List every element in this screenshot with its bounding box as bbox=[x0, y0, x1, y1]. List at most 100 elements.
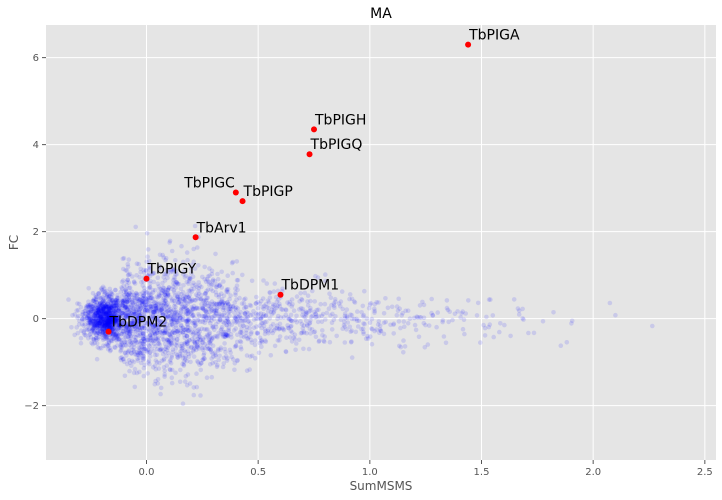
data-point bbox=[228, 331, 234, 337]
data-point bbox=[94, 318, 99, 324]
data-point bbox=[113, 297, 118, 303]
data-point bbox=[192, 343, 197, 349]
data-point bbox=[208, 315, 214, 320]
data-point bbox=[113, 306, 119, 311]
data-point bbox=[122, 315, 127, 321]
data-point bbox=[180, 315, 186, 320]
data-point bbox=[109, 304, 114, 310]
data-point bbox=[268, 309, 274, 315]
data-point bbox=[163, 328, 168, 334]
data-point bbox=[80, 312, 86, 318]
data-point bbox=[151, 326, 156, 331]
data-point bbox=[156, 294, 162, 299]
data-point bbox=[175, 294, 181, 300]
data-point bbox=[105, 301, 110, 307]
data-point bbox=[125, 350, 130, 355]
data-point bbox=[99, 309, 105, 315]
data-point bbox=[274, 325, 280, 331]
data-point bbox=[115, 336, 120, 341]
data-point bbox=[288, 318, 294, 323]
data-point bbox=[105, 321, 111, 327]
data-point bbox=[191, 330, 197, 336]
data-point bbox=[176, 328, 181, 333]
data-point bbox=[274, 323, 280, 328]
data-point bbox=[447, 309, 453, 315]
data-point bbox=[220, 314, 226, 320]
data-point bbox=[301, 323, 307, 328]
data-point bbox=[172, 319, 177, 325]
data-point bbox=[177, 318, 182, 323]
data-point bbox=[90, 309, 95, 315]
data-point bbox=[122, 304, 128, 310]
data-point bbox=[170, 323, 176, 328]
data-point bbox=[182, 298, 187, 304]
data-point bbox=[189, 298, 195, 304]
data-point bbox=[210, 282, 216, 288]
data-point bbox=[168, 360, 174, 366]
data-point bbox=[195, 328, 201, 333]
data-point bbox=[221, 293, 227, 299]
data-point bbox=[151, 309, 156, 315]
data-point bbox=[184, 318, 189, 324]
data-point bbox=[122, 292, 127, 298]
data-point bbox=[94, 332, 99, 337]
data-point bbox=[124, 283, 130, 289]
data-point bbox=[220, 319, 226, 325]
data-point bbox=[128, 335, 134, 341]
data-point bbox=[146, 342, 151, 348]
data-point bbox=[147, 265, 153, 271]
data-point bbox=[173, 317, 179, 322]
data-point bbox=[231, 318, 237, 324]
data-point bbox=[164, 363, 170, 368]
data-point bbox=[460, 326, 466, 332]
data-point bbox=[152, 322, 157, 328]
data-point bbox=[106, 318, 112, 323]
data-point bbox=[169, 286, 174, 292]
data-point bbox=[105, 293, 110, 298]
data-point bbox=[115, 315, 121, 321]
data-point bbox=[136, 297, 142, 302]
data-point bbox=[206, 303, 211, 309]
data-point bbox=[114, 298, 120, 304]
data-point bbox=[100, 297, 106, 303]
data-point bbox=[111, 314, 117, 319]
data-point bbox=[120, 356, 126, 362]
data-point bbox=[180, 401, 186, 407]
data-point bbox=[132, 334, 137, 340]
data-point bbox=[338, 303, 343, 309]
data-point bbox=[178, 306, 184, 312]
data-point bbox=[208, 347, 213, 353]
data-point bbox=[271, 309, 277, 314]
data-point bbox=[103, 319, 108, 325]
data-point bbox=[174, 280, 180, 285]
data-point bbox=[193, 322, 199, 327]
data-point bbox=[108, 308, 113, 313]
data-point bbox=[84, 315, 90, 321]
data-point bbox=[474, 313, 480, 318]
data-point bbox=[296, 337, 302, 343]
data-point bbox=[153, 335, 159, 341]
data-point bbox=[108, 294, 113, 299]
data-point bbox=[185, 294, 190, 300]
data-point bbox=[113, 327, 118, 332]
data-point bbox=[215, 334, 220, 340]
data-point bbox=[88, 319, 93, 325]
data-point bbox=[97, 320, 102, 325]
data-point bbox=[125, 307, 130, 313]
data-point bbox=[174, 311, 180, 317]
data-point bbox=[185, 313, 191, 318]
data-point bbox=[304, 310, 310, 316]
data-point bbox=[147, 281, 153, 286]
data-point bbox=[288, 318, 294, 323]
data-point bbox=[142, 308, 148, 313]
data-point bbox=[281, 315, 287, 320]
data-point bbox=[260, 314, 265, 320]
data-point bbox=[150, 290, 156, 295]
data-point bbox=[158, 320, 164, 325]
data-point bbox=[212, 301, 217, 306]
data-point bbox=[127, 313, 133, 319]
data-point bbox=[318, 301, 324, 307]
data-point bbox=[203, 302, 208, 308]
data-point bbox=[202, 320, 208, 326]
